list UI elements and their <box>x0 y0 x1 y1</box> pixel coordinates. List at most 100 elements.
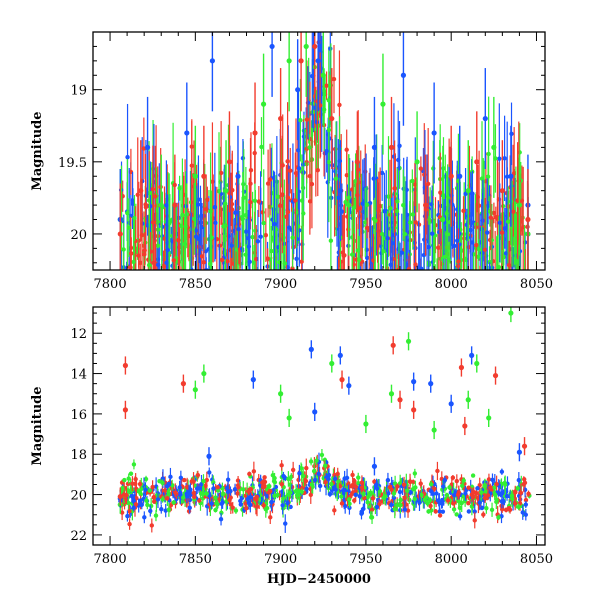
bottom-observation <box>261 503 266 508</box>
top-series-3-point <box>499 188 505 194</box>
bottom-observation <box>353 489 358 494</box>
top-observation <box>159 277 163 281</box>
bottom-observation <box>160 480 165 486</box>
top-series-1-point <box>414 159 420 165</box>
top-observation <box>373 313 377 317</box>
bottom-observation <box>412 496 418 502</box>
top-observation <box>126 225 131 230</box>
top-observation <box>344 147 349 152</box>
bottom-series-2-point <box>516 449 523 455</box>
bottom-observation <box>419 492 424 498</box>
bottom-observation <box>481 512 486 517</box>
top-observation <box>356 167 361 172</box>
bottom-observation <box>195 472 201 478</box>
bottom-observation <box>147 488 152 493</box>
bottom-observation <box>418 481 423 486</box>
top-observation <box>356 314 360 318</box>
bottom-observation <box>254 504 260 509</box>
top-y-axis-label: Magnitude <box>30 111 45 190</box>
bottom-observation <box>285 500 290 506</box>
top-observation <box>364 225 370 231</box>
bottom-observation <box>462 498 468 504</box>
top-observation <box>119 270 123 274</box>
bottom-observation <box>160 476 166 481</box>
bottom-observation <box>353 492 358 497</box>
bottom-observation <box>460 483 465 489</box>
bottom-observation <box>133 502 139 507</box>
bottom-series-3-point <box>458 364 465 371</box>
top-observation <box>259 144 264 150</box>
bottom-observation <box>520 510 525 515</box>
top-observation <box>333 169 338 174</box>
bottom-observation <box>327 491 333 497</box>
bottom-observation <box>436 498 441 503</box>
bottom-observation <box>475 495 481 501</box>
bottom-observation <box>333 487 338 492</box>
bottom-observation <box>389 502 394 508</box>
bottom-observation <box>492 492 498 498</box>
top-observation <box>208 271 212 275</box>
bottom-observation <box>405 488 410 494</box>
top-observation <box>213 220 218 226</box>
bottom-observation <box>130 481 135 486</box>
bottom-observation <box>402 495 408 500</box>
bottom-observation <box>235 491 240 496</box>
top-observation <box>455 238 460 243</box>
top-observation <box>143 202 148 207</box>
bottom-observation <box>452 500 457 505</box>
bottom-y-axis-label: Magnitude <box>30 386 45 465</box>
top-observation <box>247 281 251 285</box>
top-observation <box>344 173 350 178</box>
top-observation <box>379 170 385 176</box>
top-observation <box>376 208 382 213</box>
top-observation <box>515 299 519 303</box>
bottom-observation <box>168 474 173 480</box>
bottom-observation <box>428 482 434 487</box>
bottom-observation <box>434 491 439 496</box>
bottom-observation <box>342 487 347 493</box>
bottom-observation <box>191 494 197 500</box>
bottom-observation <box>281 473 286 479</box>
bottom-observation <box>160 497 165 502</box>
bottom-observation <box>482 484 487 489</box>
bottom-series-3-point <box>462 423 468 429</box>
top-observation <box>437 295 441 299</box>
bottom-observation <box>523 497 529 503</box>
bottom-observation <box>181 495 186 500</box>
bottom-observation <box>353 484 359 490</box>
bottom-observation <box>189 479 194 484</box>
top-observation <box>415 273 419 277</box>
bottom-observation <box>475 486 480 491</box>
bottom-observation <box>365 500 371 505</box>
top-observation <box>513 285 517 289</box>
bottom-observation <box>346 497 352 502</box>
top-observation <box>131 259 136 265</box>
top-series-1-point <box>223 188 229 194</box>
top-series-1-point <box>346 202 352 208</box>
top-observation <box>199 254 205 259</box>
top-observation <box>426 244 431 250</box>
bottom-series-1-point <box>431 427 437 433</box>
top-observation <box>511 285 515 289</box>
top-observation <box>147 190 152 196</box>
bottom-observation <box>440 509 446 514</box>
top-observation <box>510 285 514 289</box>
top-observation <box>506 262 512 268</box>
top-observation <box>379 231 385 237</box>
top-observation <box>218 170 224 176</box>
top-series-3-point <box>525 216 531 223</box>
top-observation <box>360 201 365 206</box>
top-observation <box>256 199 262 204</box>
top-observation <box>150 220 156 225</box>
top-observation <box>452 243 457 249</box>
bottom-observation <box>220 492 226 497</box>
bottom-observation <box>356 475 361 480</box>
top-observation <box>180 212 185 218</box>
bottom-observation <box>280 503 285 508</box>
bottom-x-tick-label: 7850 <box>179 552 212 567</box>
top-series-2-point <box>400 72 407 78</box>
top-observation <box>461 208 466 214</box>
bottom-observation <box>279 481 285 487</box>
top-observation <box>487 297 491 301</box>
bottom-observation <box>251 469 257 474</box>
